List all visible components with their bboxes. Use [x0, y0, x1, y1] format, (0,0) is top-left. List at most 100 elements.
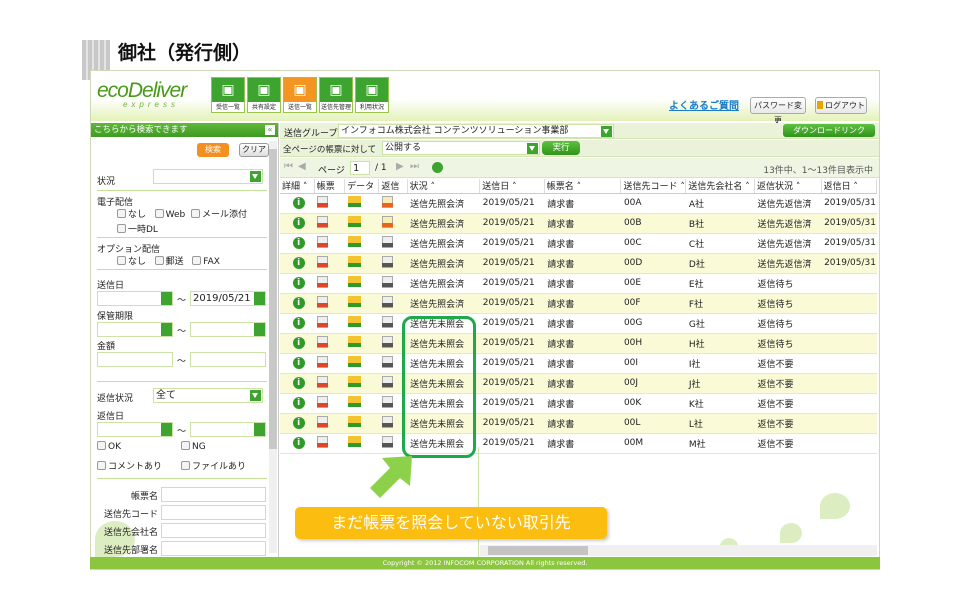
retention-to-input[interactable] — [190, 322, 266, 337]
clear-button[interactable]: クリア — [239, 143, 269, 157]
reply-document-icon[interactable] — [381, 335, 393, 348]
data-folder-icon[interactable] — [347, 236, 361, 247]
table-row[interactable]: i 送信先照会済 2019/05/21 請求書 00D D社 送信先返信済 20… — [280, 253, 877, 274]
info-icon[interactable]: i — [292, 357, 305, 369]
reply-ok-checkbox[interactable]: OK — [97, 441, 121, 452]
column-header[interactable]: 送信先コード ˄ — [620, 179, 687, 194]
execute-button[interactable]: 実行 — [542, 141, 580, 155]
data-folder-icon[interactable] — [347, 216, 361, 227]
last-page-icon[interactable]: ⏭ — [410, 161, 419, 172]
logout-button[interactable]: ログアウト — [815, 97, 867, 114]
nav-envelope[interactable]: ▣ 受信一覧 — [211, 77, 245, 113]
bulk-action-select[interactable]: 公開する — [382, 141, 540, 155]
next-page-icon[interactable]: ▶ — [396, 161, 404, 172]
option-none-checkbox[interactable]: なし — [117, 256, 146, 267]
reply-document-icon[interactable] — [381, 195, 393, 208]
edelivery-mail-checkbox[interactable]: メール添付 — [190, 209, 247, 220]
info-icon[interactable]: i — [292, 257, 305, 269]
data-folder-icon[interactable] — [347, 276, 361, 287]
data-folder-icon[interactable] — [347, 376, 361, 387]
info-icon[interactable]: i — [292, 217, 305, 229]
reply-document-icon[interactable] — [381, 275, 393, 288]
table-row[interactable]: i 送信先未照会 2019/05/21 請求書 00G G社 返信待ち — [280, 313, 877, 334]
calendar-icon[interactable] — [254, 323, 265, 336]
table-row[interactable]: i 送信先未照会 2019/05/21 請求書 00J J社 返信不要 — [280, 373, 877, 394]
info-icon[interactable]: i — [292, 337, 305, 349]
status-select[interactable] — [153, 169, 263, 184]
reply-document-icon[interactable] — [381, 395, 393, 408]
table-row[interactable]: i 送信先未照会 2019/05/21 請求書 00M M社 返信不要 — [280, 433, 877, 454]
info-icon[interactable]: i — [292, 377, 305, 389]
column-header[interactable]: 詳細 ˄ — [280, 179, 315, 194]
data-folder-icon[interactable] — [347, 316, 361, 327]
table-row[interactable]: i 送信先未照会 2019/05/21 請求書 00L L社 返信不要 — [280, 413, 877, 434]
reply-document-icon[interactable] — [381, 415, 393, 428]
pdf-document-icon[interactable] — [317, 255, 329, 268]
column-header[interactable]: 送信先会社名 ˄ — [685, 179, 755, 194]
download-link-button[interactable]: ダウンロードリンク — [783, 124, 875, 137]
pdf-document-icon[interactable] — [317, 375, 329, 388]
edelivery-tempdl-checkbox[interactable]: 一時DL — [117, 224, 158, 235]
prev-page-icon[interactable]: ◀ — [298, 161, 306, 172]
column-header[interactable]: 状況 ˄ — [407, 179, 481, 194]
pdf-document-icon[interactable] — [317, 335, 329, 348]
calendar-icon[interactable] — [161, 292, 172, 305]
name-field-input[interactable] — [161, 487, 266, 502]
calendar-icon[interactable] — [254, 292, 265, 305]
collapse-icon[interactable]: « — [265, 125, 275, 135]
pdf-document-icon[interactable] — [317, 195, 329, 208]
info-icon[interactable]: i — [292, 417, 305, 429]
nav-sitemap[interactable]: ▣ 共有設定 — [247, 77, 281, 113]
table-row[interactable]: i 送信先照会済 2019/05/21 請求書 00B B社 送信先返信済 20… — [280, 213, 877, 234]
send-date-to-input[interactable]: 2019/05/21 — [190, 291, 266, 306]
scrollbar-thumb[interactable] — [269, 149, 277, 449]
reply-status-select[interactable]: 全て — [153, 388, 263, 403]
option-post-checkbox[interactable]: 郵送 — [154, 256, 184, 267]
pdf-document-icon[interactable] — [317, 275, 329, 288]
nav-id-card[interactable]: ▣ 利用状況 — [355, 77, 389, 113]
data-folder-icon[interactable] — [347, 436, 361, 447]
data-folder-icon[interactable] — [347, 396, 361, 407]
first-page-icon[interactable]: ⏮ — [284, 161, 293, 172]
calendar-icon[interactable] — [254, 423, 265, 436]
info-icon[interactable]: i — [292, 197, 305, 209]
group-select[interactable]: インフォコム株式会社 コンテンツソリューション事業部 — [338, 124, 614, 138]
pdf-document-icon[interactable] — [317, 435, 329, 448]
vertical-scrollbar[interactable] — [269, 141, 277, 553]
nav-upload-tray[interactable]: ▣ 送信一覧 — [283, 77, 317, 113]
info-icon[interactable]: i — [292, 277, 305, 289]
data-folder-icon[interactable] — [347, 256, 361, 267]
pdf-document-icon[interactable] — [317, 355, 329, 368]
password-change-button[interactable]: パスワード変更 — [750, 97, 806, 125]
pdf-document-icon[interactable] — [317, 295, 329, 308]
send-date-from-input[interactable] — [97, 291, 173, 306]
reply-file-checkbox[interactable]: ファイルあり — [181, 461, 246, 472]
edelivery-web-checkbox[interactable]: Web — [154, 209, 185, 220]
pdf-document-icon[interactable] — [317, 395, 329, 408]
pdf-document-icon[interactable] — [317, 215, 329, 228]
pdf-document-icon[interactable] — [317, 415, 329, 428]
reply-document-icon[interactable] — [381, 295, 393, 308]
search-button[interactable]: 検索 — [197, 143, 229, 157]
reply-document-icon[interactable] — [381, 315, 393, 328]
info-icon[interactable]: i — [292, 397, 305, 409]
table-row[interactable]: i 送信先照会済 2019/05/21 請求書 00E E社 返信待ち — [280, 273, 877, 294]
reply-date-to-input[interactable] — [190, 422, 266, 437]
data-folder-icon[interactable] — [347, 196, 361, 207]
name-field-input[interactable] — [161, 523, 266, 538]
data-folder-icon[interactable] — [347, 336, 361, 347]
reply-document-icon[interactable] — [381, 435, 393, 448]
pdf-document-icon[interactable] — [317, 315, 329, 328]
table-row[interactable]: i 送信先照会済 2019/05/21 請求書 00F F社 返信待ち — [280, 293, 877, 314]
faq-link[interactable]: よくあるご質問 — [669, 101, 739, 112]
refresh-icon[interactable] — [432, 162, 443, 173]
logo[interactable]: ecoDeliver express — [97, 79, 205, 109]
page-input[interactable]: 1 — [350, 161, 370, 175]
info-icon[interactable]: i — [292, 237, 305, 249]
column-header[interactable]: 返信日 ˄ — [821, 179, 878, 194]
calendar-icon[interactable] — [161, 423, 172, 436]
reply-date-from-input[interactable] — [97, 422, 173, 437]
edelivery-none-checkbox[interactable]: なし — [117, 209, 146, 220]
column-header[interactable]: 送信日 ˄ — [479, 179, 545, 194]
column-header[interactable]: 帳票名 ˄ — [544, 179, 622, 194]
